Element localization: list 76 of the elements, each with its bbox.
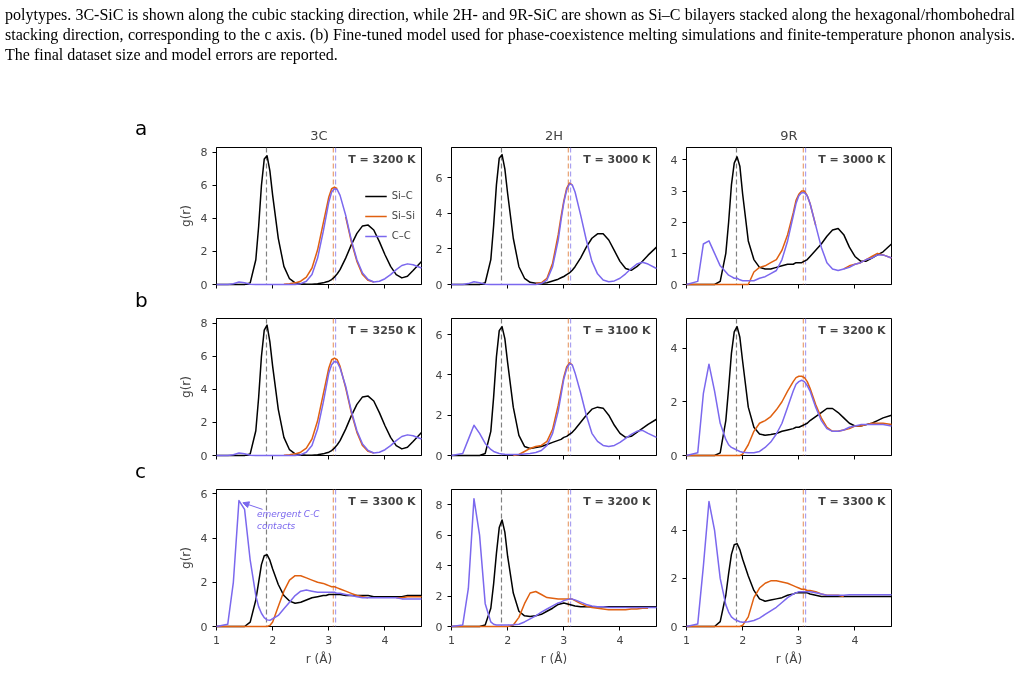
y-tick-label: 0 [435, 620, 443, 634]
y-tick-label: 2 [200, 416, 208, 430]
y-tick-label: 4 [670, 524, 678, 538]
chart-title: 9R [780, 127, 798, 143]
annotation: T = 3300 K [348, 494, 416, 508]
y-tick-label: 2 [200, 576, 208, 590]
chart-title: 2H [544, 127, 564, 143]
x-tick-label: 1 [683, 633, 690, 647]
y-tick-label: 0 [200, 449, 208, 463]
y-tick-label: 0 [435, 449, 443, 463]
x-tick-label: 3 [795, 633, 803, 647]
x-axis-title: r (Å) [305, 650, 333, 666]
legend-label: C–C [391, 230, 412, 241]
y-tick-label: 0 [670, 278, 678, 292]
y-axis-title: g(r) [178, 547, 193, 569]
x-tick-label: 4 [851, 633, 859, 647]
annotation: T = 3250 K [348, 323, 416, 337]
x-tick-label: 3 [560, 633, 568, 647]
y-tick-label: 4 [670, 153, 678, 167]
y-tick-label: 2 [435, 409, 443, 423]
y-tick-label: 0 [435, 278, 443, 292]
text: c [135, 458, 146, 485]
y-tick-label: 4 [200, 212, 208, 226]
x-tick-label: 2 [504, 633, 512, 647]
y-tick-label: 8 [435, 498, 443, 512]
x-axis-title: r (Å) [775, 650, 803, 666]
chart-title: 3C [310, 127, 328, 143]
y-tick-label: 8 [200, 317, 208, 331]
x-tick-label: 4 [381, 633, 389, 647]
x-axis-title: r (Å) [540, 650, 568, 666]
y-tick-label: 4 [200, 532, 208, 546]
y-tick-label: 3 [670, 185, 678, 199]
y-tick-label: 8 [200, 146, 208, 160]
annotation: T = 3200 K [818, 323, 886, 337]
y-tick-label: 0 [200, 278, 208, 292]
x-tick-label: 4 [616, 633, 624, 647]
annotation: T = 3300 K [818, 494, 886, 508]
annotation: T = 3200 K [583, 494, 651, 508]
annotation: T = 3100 K [583, 323, 651, 337]
text: a [135, 115, 148, 142]
annotation: emergent C-C contacts [256, 509, 321, 532]
y-tick-label: 6 [435, 328, 443, 342]
y-tick-label: 4 [670, 342, 678, 356]
legend-label: Si–Si [391, 210, 415, 221]
y-tick-label: 2 [670, 572, 678, 586]
annotation: T = 3000 K [818, 152, 886, 166]
y-tick-label: 0 [200, 620, 208, 634]
text: polytypes. 3C-SiC is shown along the cubic stacking direction, while 2H- and 9R-SiC are shown as Si–C bilayers stacked along the hexagonal/rhombohedral stacking direction, corresponding to the c axis. (b) Fine-tuned model used for phase-coexistence melting simulations and finite-temperature phonon analysis. The final dataset size and model errors are reported. [5, 5, 1015, 65]
y-tick-label: 2 [670, 395, 678, 409]
x-tick-label: 3 [325, 633, 333, 647]
y-tick-label: 6 [435, 529, 443, 543]
y-tick-label: 2 [670, 216, 678, 230]
y-tick-label: 4 [200, 383, 208, 397]
y-tick-label: 2 [200, 245, 208, 259]
text: b [135, 287, 148, 314]
y-tick-label: 6 [200, 487, 208, 501]
y-tick-label: 0 [670, 449, 678, 463]
x-tick-label: 2 [269, 633, 277, 647]
y-tick-label: 2 [435, 242, 443, 256]
annotation: T = 3000 K [583, 152, 651, 166]
y-tick-label: 6 [200, 179, 208, 193]
x-tick-label: 1 [448, 633, 455, 647]
y-tick-label: 1 [670, 247, 678, 261]
legend-label: Si–C [391, 190, 413, 201]
y-tick-label: 6 [200, 350, 208, 364]
y-axis-title: g(r) [178, 376, 193, 398]
y-axis-title: g(r) [178, 205, 193, 227]
y-tick-label: 6 [435, 171, 443, 185]
x-tick-label: 1 [213, 633, 220, 647]
x-tick-label: 2 [739, 633, 747, 647]
y-tick-label: 4 [435, 207, 443, 221]
y-tick-label: 4 [435, 559, 443, 573]
y-tick-label: 4 [435, 368, 443, 382]
annotation: T = 3200 K [348, 152, 416, 166]
y-tick-label: 2 [435, 590, 443, 604]
y-tick-label: 0 [670, 620, 678, 634]
